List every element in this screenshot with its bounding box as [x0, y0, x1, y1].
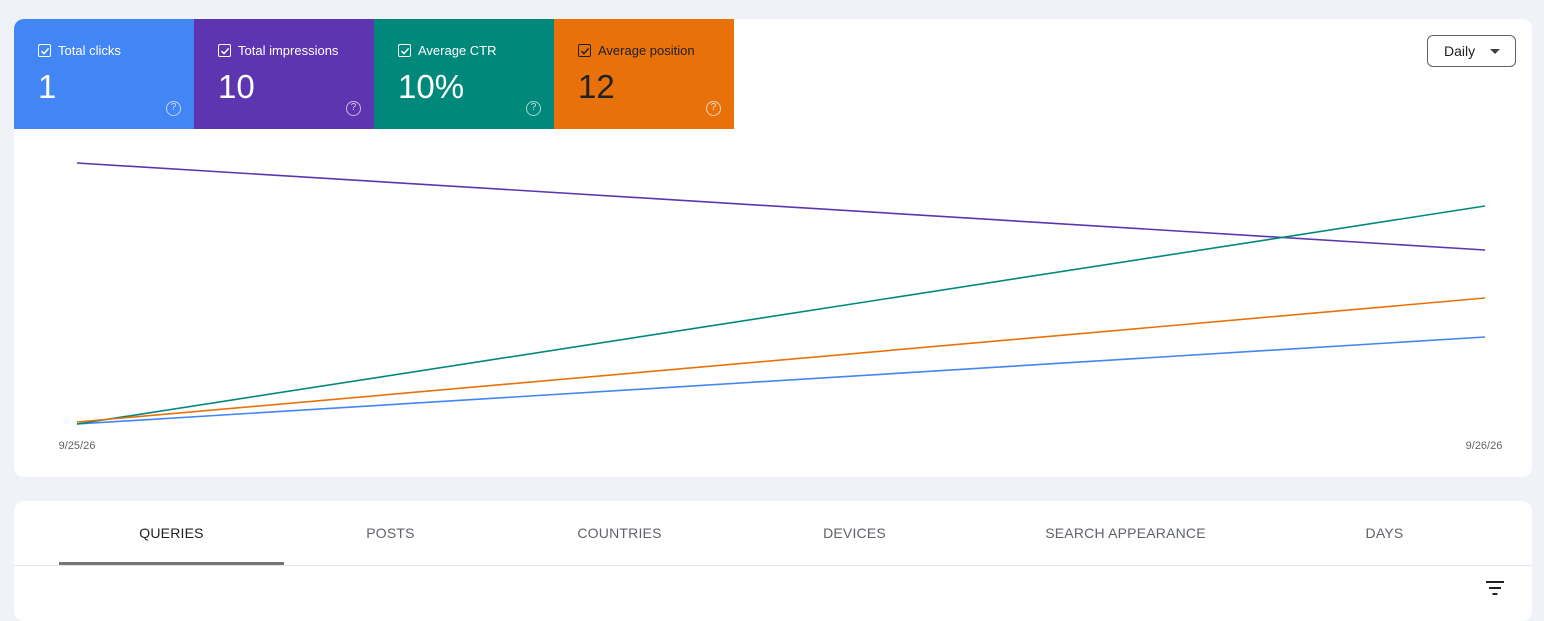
filter-list-icon[interactable] [1485, 581, 1505, 595]
series-line-average-position [76, 297, 1486, 423]
checkbox-icon[interactable] [398, 44, 411, 57]
tab-posts[interactable]: POSTS [366, 525, 415, 541]
performance-line-chart: 9/25/26 9/26/26 [59, 162, 1503, 452]
caret-down-icon [1490, 49, 1500, 54]
metric-label: Average position [598, 43, 695, 58]
metric-tile-average-ctr[interactable]: Average CTR 10% ? [374, 19, 554, 129]
period-dropdown[interactable]: Daily [1427, 35, 1516, 67]
series-line-total-impressions [76, 162, 1486, 251]
tab-countries[interactable]: COUNTRIES [577, 525, 662, 541]
series-line-average-ctr [76, 205, 1486, 425]
x-tick-label: 9/26/26 [1466, 440, 1503, 452]
tab-search-appearance[interactable]: SEARCH APPEARANCE [1045, 525, 1206, 541]
help-circle-icon[interactable]: ? [346, 101, 361, 116]
help-circle-icon[interactable]: ? [706, 101, 721, 116]
metric-label: Total clicks [58, 43, 121, 58]
dimension-tabs: QUERIES POSTS COUNTRIES DEVICES SEARCH A… [14, 501, 1532, 566]
metric-tile-average-position[interactable]: Average position 12 ? [554, 19, 734, 129]
performance-chart-card: Total clicks 1 ? Total impressions 10 ? … [14, 19, 1532, 477]
report-table-card: QUERIES POSTS COUNTRIES DEVICES SEARCH A… [14, 501, 1532, 621]
tab-days[interactable]: DAYS [1365, 525, 1404, 541]
metric-tile-total-clicks[interactable]: Total clicks 1 ? [14, 19, 194, 129]
x-tick-label: 9/25/26 [59, 440, 96, 452]
checkbox-icon[interactable] [38, 44, 51, 57]
metric-label: Total impressions [238, 43, 339, 58]
help-circle-icon[interactable]: ? [526, 101, 541, 116]
checkbox-icon[interactable] [578, 44, 591, 57]
metric-tile-total-impressions[interactable]: Total impressions 10 ? [194, 19, 374, 129]
series-line-total-clicks [76, 336, 1486, 425]
tab-devices[interactable]: DEVICES [823, 525, 886, 541]
metric-value: 10% [398, 68, 465, 105]
period-dropdown-value: Daily [1444, 43, 1476, 59]
metric-tiles: Total clicks 1 ? Total impressions 10 ? … [14, 19, 734, 129]
metric-value: 10 [218, 68, 255, 105]
checkbox-icon[interactable] [218, 44, 231, 57]
help-circle-icon[interactable]: ? [166, 101, 181, 116]
tab-queries[interactable]: QUERIES [59, 501, 284, 565]
metric-value: 1 [38, 68, 57, 105]
metric-value: 12 [578, 68, 615, 105]
metric-label: Average CTR [418, 43, 497, 58]
